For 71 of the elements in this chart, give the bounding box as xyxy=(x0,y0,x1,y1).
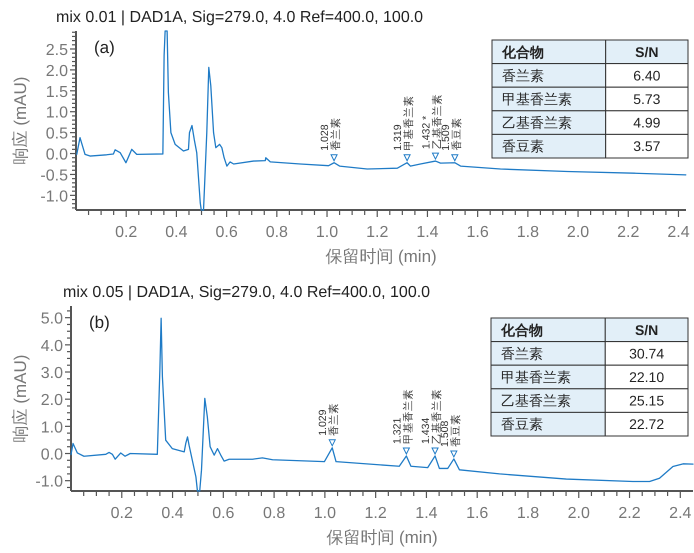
annotation: (a) xyxy=(94,38,115,57)
annotation: 25.15 xyxy=(629,392,664,409)
annotation: 乙基香兰素 xyxy=(502,114,572,131)
annotation: 香豆素 xyxy=(502,138,544,154)
x-tick-label: 1.6 xyxy=(466,505,488,522)
y-tick-label: 4.0 xyxy=(40,338,64,355)
x-tick-label: 0.6 xyxy=(215,224,238,241)
y-tick-label: 0.5 xyxy=(46,126,68,143)
x-tick-label: 0.4 xyxy=(165,224,188,241)
x-tick-label: 1.4 xyxy=(415,505,438,522)
x-tick-label: 1.0 xyxy=(314,505,336,522)
x-tick-label: 1.8 xyxy=(516,505,540,522)
annotation: 香兰素 xyxy=(502,67,544,84)
y-tick-label: 2.5 xyxy=(46,42,68,59)
x-axis-title: 保留时间 (min) xyxy=(325,247,437,266)
y-tick-label: -0.5 xyxy=(40,167,68,184)
annotation: 化合物 xyxy=(501,44,544,60)
x-tick-label: 0.8 xyxy=(262,505,286,522)
annotation: 甲基香兰素 xyxy=(501,369,571,385)
chart-title: mix 0.05 | DAD1A, Sig=279.0, 4.0 Ref=400.0, 100.0 xyxy=(63,284,430,301)
annotation: 甲基香兰素 xyxy=(502,91,572,107)
y-tick-label: 1.0 xyxy=(46,104,68,122)
x-tick-label: 2.4 xyxy=(669,505,692,522)
x-tick-label: 2.2 xyxy=(617,224,640,241)
y-tick-label: 2.0 xyxy=(40,392,64,410)
y-tick-label: 0.0 xyxy=(46,146,68,164)
x-axis-title: 保留时间 (min) xyxy=(326,528,438,547)
annotation: 4.99 xyxy=(633,114,661,131)
annotation: 3.57 xyxy=(633,138,661,154)
y-tick-label: -1.0 xyxy=(40,188,68,206)
annotation: 5.73 xyxy=(633,91,661,107)
x-tick-label: 0.2 xyxy=(110,505,133,522)
chart-title: mix 0.01 | DAD1A, Sig=279.0, 4.0 Ref=400.0, 100.0 xyxy=(56,9,424,26)
annotation: S/N xyxy=(635,44,659,60)
annotation: 化合物 xyxy=(500,322,543,338)
y-tick-label: 1.5 xyxy=(46,84,68,101)
y-tick-label: 0.0 xyxy=(40,446,64,464)
y-tick-label: 2.0 xyxy=(46,62,68,80)
x-tick-label: 0.4 xyxy=(161,505,184,522)
annotation: 1.319 甲基香兰素 xyxy=(392,96,416,151)
annotation: 30.74 xyxy=(629,345,664,362)
x-tick-label: 1.2 xyxy=(366,224,388,241)
annotation: 6.40 xyxy=(633,67,661,84)
y-tick-label: 3.0 xyxy=(40,365,64,382)
x-tick-label: 2.0 xyxy=(568,505,590,522)
x-tick-label: 2.2 xyxy=(618,505,641,522)
annotation: 1.029 香兰素 xyxy=(317,402,340,436)
annotation: 22.72 xyxy=(629,416,664,432)
x-tick-label: 2.0 xyxy=(566,224,590,241)
x-tick-label: 0.8 xyxy=(266,224,288,241)
y-axis-title: 响应 (mAU) xyxy=(11,76,30,164)
x-tick-label: 2.4 xyxy=(667,224,690,241)
y-tick-label: 1.0 xyxy=(40,419,64,436)
y-tick-label: 5.0 xyxy=(40,310,64,328)
annotation: 22.10 xyxy=(629,369,664,385)
annotation: S/N xyxy=(634,322,658,338)
y-axis-title: 响应 (mAU) xyxy=(11,354,30,442)
x-tick-label: 1.4 xyxy=(416,224,439,241)
annotation: 香兰素 xyxy=(501,345,543,362)
annotation: 1.028 香兰素 xyxy=(319,118,342,151)
annotation: 香豆素 xyxy=(501,416,543,432)
y-tick-label: -1.0 xyxy=(35,474,64,491)
x-tick-label: 1.8 xyxy=(516,224,540,241)
x-tick-label: 1.6 xyxy=(466,224,489,241)
x-tick-label: 1.0 xyxy=(316,224,338,241)
x-tick-label: 0.6 xyxy=(212,505,235,522)
annotation: 乙基香兰素 xyxy=(501,392,571,409)
annotation: (b) xyxy=(89,313,110,332)
annotation: 1.321 甲基香兰素 xyxy=(391,388,414,444)
x-tick-label: 0.2 xyxy=(115,224,138,241)
x-tick-label: 1.2 xyxy=(364,505,387,522)
